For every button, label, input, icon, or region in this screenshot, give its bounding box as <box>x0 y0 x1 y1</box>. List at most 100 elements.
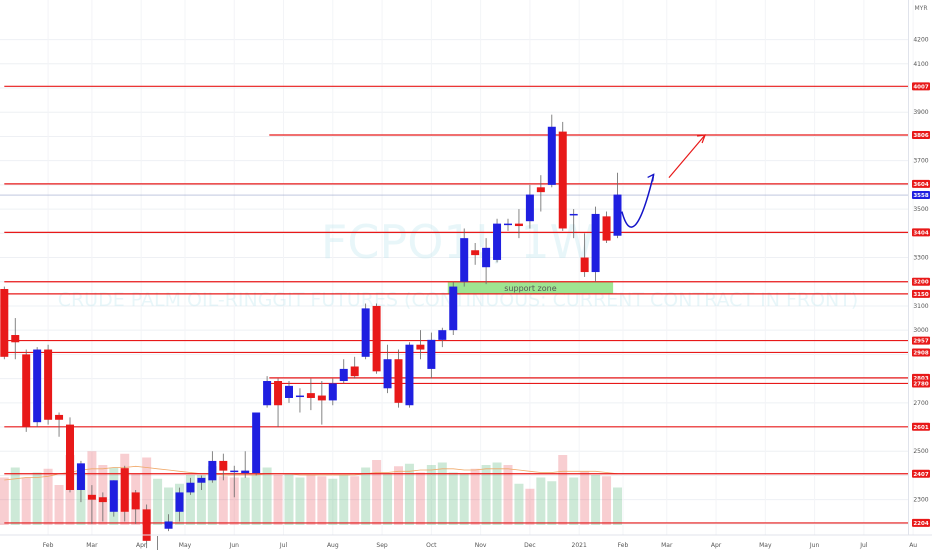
time-axis[interactable]: Feb Mar Apr May Jun Jul Aug Sep Oct Nov Dec 2021 Feb… <box>0 534 932 549</box>
candle-up <box>361 308 370 357</box>
level-price-tag <box>912 422 930 431</box>
volume-bar <box>240 477 250 525</box>
candle-down <box>471 250 480 256</box>
x-tick-label: Oct <box>426 542 437 549</box>
candle-down <box>11 335 20 343</box>
level-price-label: 2204 <box>913 521 928 527</box>
candle-down <box>44 349 53 420</box>
y-tick-label: 4200 <box>913 37 928 44</box>
level-price-tag <box>912 130 930 139</box>
candle-up <box>109 480 118 512</box>
volume-bar <box>32 472 42 525</box>
x-tick-label: Feb <box>43 542 54 549</box>
volume-bar <box>602 476 612 525</box>
level-price-tag <box>912 289 930 298</box>
candle-up <box>547 126 556 185</box>
level-price-label: 2957 <box>913 339 928 345</box>
level-price-tag <box>912 336 930 345</box>
level-price-label: 2803 <box>913 376 928 382</box>
volume-bar <box>580 471 590 525</box>
y-tick-label: 3300 <box>913 255 928 262</box>
candle-up <box>438 330 447 340</box>
volume-bar <box>481 465 491 525</box>
volume-bar <box>503 465 513 525</box>
volume-bar <box>514 483 524 525</box>
x-tick-label: Apr <box>711 542 722 549</box>
x-tick-label: May <box>759 542 772 549</box>
candle-up <box>252 412 261 474</box>
candle-up <box>263 381 272 406</box>
volume-bar <box>185 475 195 525</box>
level-price-tag <box>912 179 930 188</box>
candle-down <box>536 187 545 193</box>
volume-pane <box>0 451 622 525</box>
candle-down <box>0 289 9 357</box>
volume-bar <box>273 475 283 525</box>
volume-bar <box>0 477 9 525</box>
volume-bar <box>328 478 338 525</box>
candle-down <box>131 492 140 510</box>
candle-down <box>580 257 589 273</box>
volume-bar <box>142 457 152 525</box>
level-price-label: 2780 <box>913 381 928 387</box>
volume-bar <box>317 476 327 525</box>
candle-up <box>33 349 42 423</box>
watermark: FCPO1!, 1W CRUDE PALM OIL-RINGGIT FUTURE… <box>58 215 859 311</box>
candle-down <box>98 497 107 503</box>
candle-down <box>602 216 611 241</box>
candle-down <box>22 354 31 428</box>
y-tick-label: 3100 <box>913 303 928 310</box>
level-price-tag <box>912 348 930 357</box>
volume-bar <box>54 485 64 525</box>
volume-ma-line <box>4 465 618 481</box>
candle-down <box>317 395 326 401</box>
projection-arrowhead <box>697 134 707 144</box>
current-price-label: 3558 <box>913 193 928 199</box>
volume-bar <box>459 473 469 525</box>
candle-up <box>591 213 600 273</box>
candle-down <box>55 414 64 420</box>
projection-curve-arrowhead <box>647 173 655 182</box>
x-tick-label: May <box>179 542 192 549</box>
x-tick-label: Mar <box>661 542 673 549</box>
level-price-label: 2407 <box>913 472 928 478</box>
volume-bar <box>383 473 393 525</box>
candle-down <box>394 359 403 403</box>
volume-bar <box>350 476 360 525</box>
candle-up <box>197 477 206 483</box>
candle-up <box>427 339 436 369</box>
y-tick-label: 2500 <box>913 448 928 455</box>
volume-bar <box>613 487 622 525</box>
candle-up <box>482 247 491 268</box>
volume-bar <box>547 481 557 525</box>
candle-down <box>416 344 425 350</box>
candle-up <box>208 460 217 481</box>
candle-up <box>405 344 414 406</box>
candle-up <box>525 194 534 222</box>
y-tick-label: 4100 <box>913 61 928 68</box>
candle-up <box>230 470 239 473</box>
candle-down <box>66 424 74 490</box>
x-tick-label: Jun <box>229 542 240 549</box>
volume-bar <box>164 487 174 525</box>
volume-bar <box>43 468 53 525</box>
volume-bar <box>492 462 502 525</box>
x-tick-label: Jul <box>279 542 288 549</box>
level-price-label: 2601 <box>913 425 928 431</box>
level-price-label: 3200 <box>913 280 928 286</box>
level-price-tag <box>912 518 930 527</box>
x-tick-label: Aug <box>327 542 339 549</box>
volume-bar <box>229 477 239 525</box>
candle-up <box>339 368 348 382</box>
x-tick-label: Nov <box>475 542 487 549</box>
level-price-label: 3404 <box>913 230 928 236</box>
volume-bar <box>306 475 316 525</box>
candle-up <box>164 521 173 529</box>
price-axis[interactable]: MYR 220023002400250026002700280029003000… <box>908 0 931 535</box>
support-zone-box <box>447 281 614 294</box>
candle-up <box>295 395 304 398</box>
volume-bar <box>10 467 20 525</box>
volume-bar <box>21 477 31 525</box>
